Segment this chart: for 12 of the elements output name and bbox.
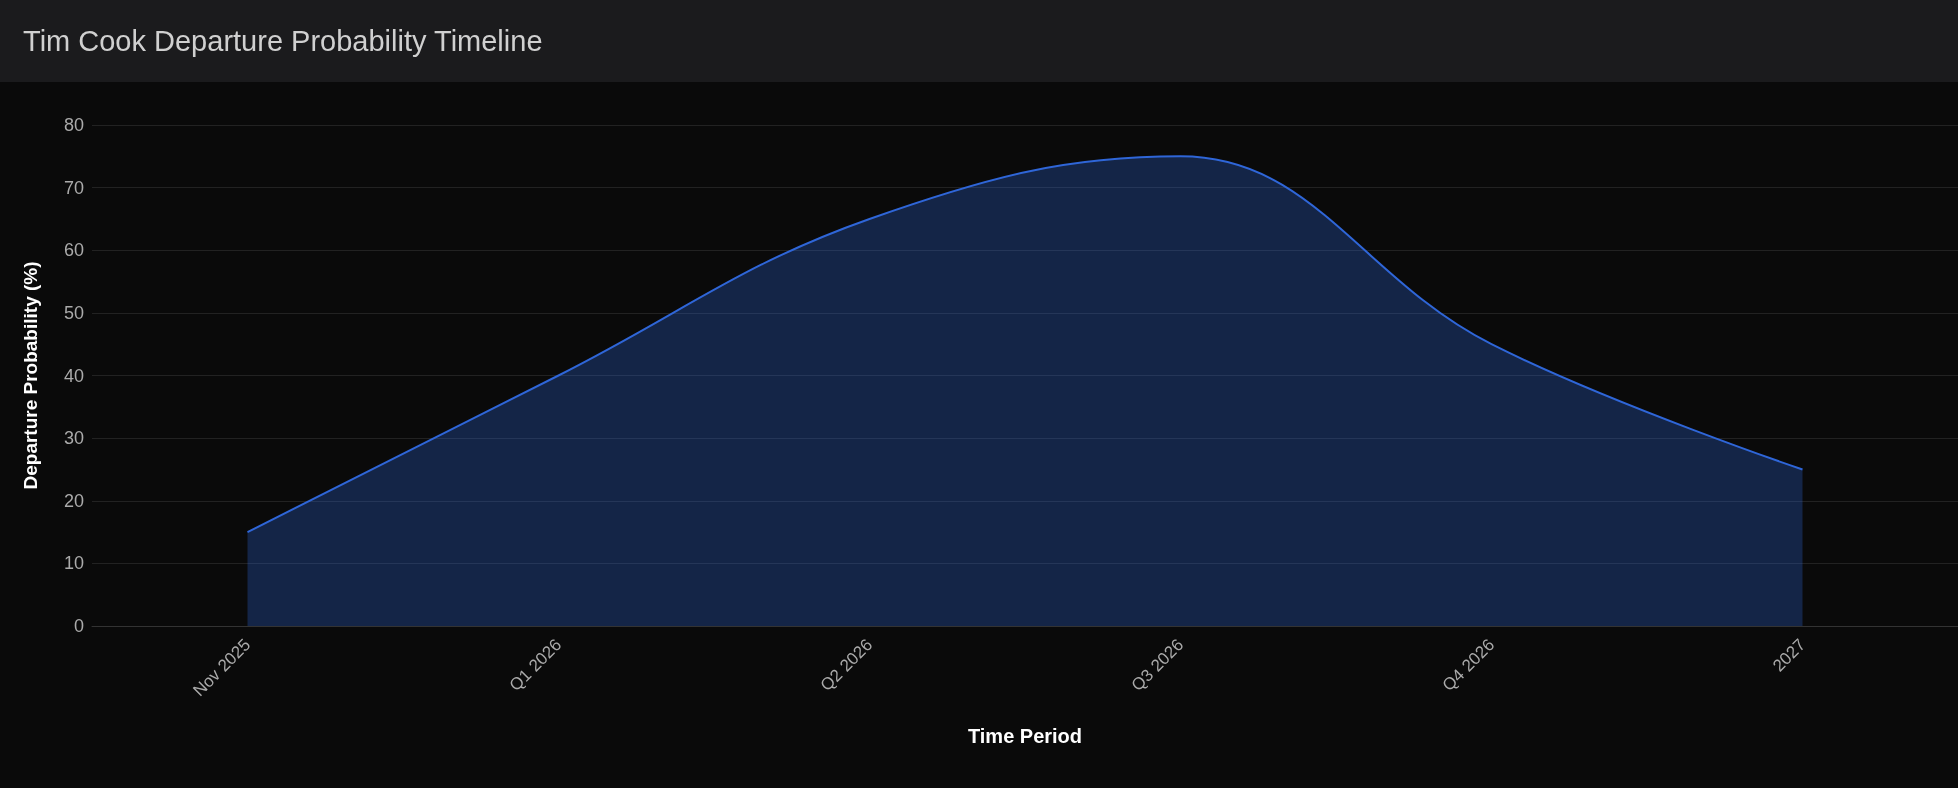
y-axis-title: Departure Probability (%) [20, 261, 41, 490]
y-tick-label: 50 [63, 302, 84, 323]
x-axis-title: Time Period [967, 725, 1083, 747]
y-tick-label: 10 [63, 553, 84, 574]
y-tick-label: 20 [63, 490, 84, 511]
y-tick-label: 70 [63, 177, 84, 198]
y-tick-label: 40 [63, 365, 84, 386]
y-tick-label: 30 [63, 428, 84, 449]
y-tick-label: 60 [63, 240, 84, 261]
y-tick-label: 80 [63, 115, 84, 135]
chart-title: Tim Cook Departure Probability Timeline [0, 0, 1958, 82]
y-tick-label: 0 [73, 616, 84, 636]
